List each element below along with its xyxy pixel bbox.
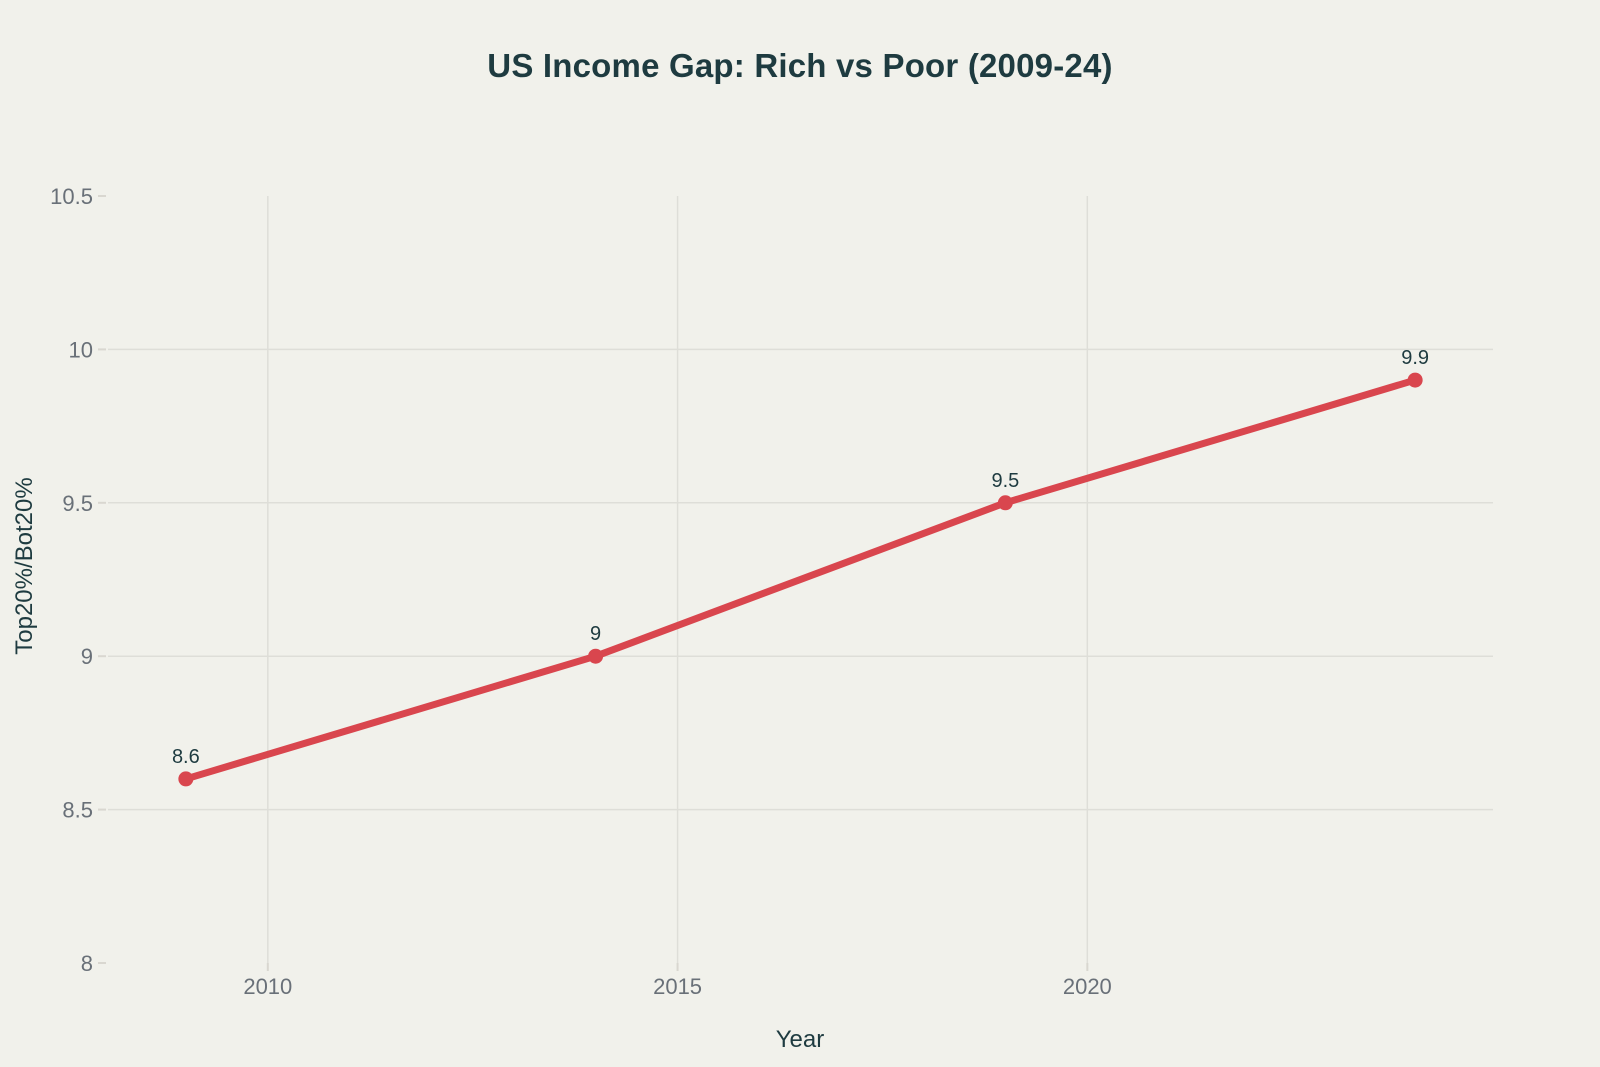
series-line <box>182 376 1419 783</box>
y-tick-label: 10.5 <box>50 184 93 209</box>
y-tick-label: 9 <box>81 644 93 669</box>
data-point-label: 8.6 <box>172 746 200 768</box>
y-tick-label: 10 <box>69 337 93 362</box>
data-point-label: 9.5 <box>991 470 1019 492</box>
data-point[interactable] <box>1407 372 1423 388</box>
data-point[interactable] <box>997 495 1013 511</box>
y-tick-label: 9.5 <box>62 491 93 516</box>
y-tick-label: 8.5 <box>62 798 93 823</box>
x-tick-label: 2015 <box>653 974 702 999</box>
data-point[interactable] <box>178 771 194 787</box>
y-tick-label: 8 <box>81 951 93 976</box>
x-axis-title: Year <box>775 1026 825 1053</box>
data-point[interactable] <box>588 648 604 664</box>
data-point-label: 9.9 <box>1401 347 1429 369</box>
x-tick-label: 2020 <box>1063 974 1112 999</box>
x-tick-label: 2010 <box>243 974 292 999</box>
chart-title: US Income Gap: Rich vs Poor (2009-24) <box>487 47 1113 84</box>
data-point-label: 9 <box>590 623 601 645</box>
